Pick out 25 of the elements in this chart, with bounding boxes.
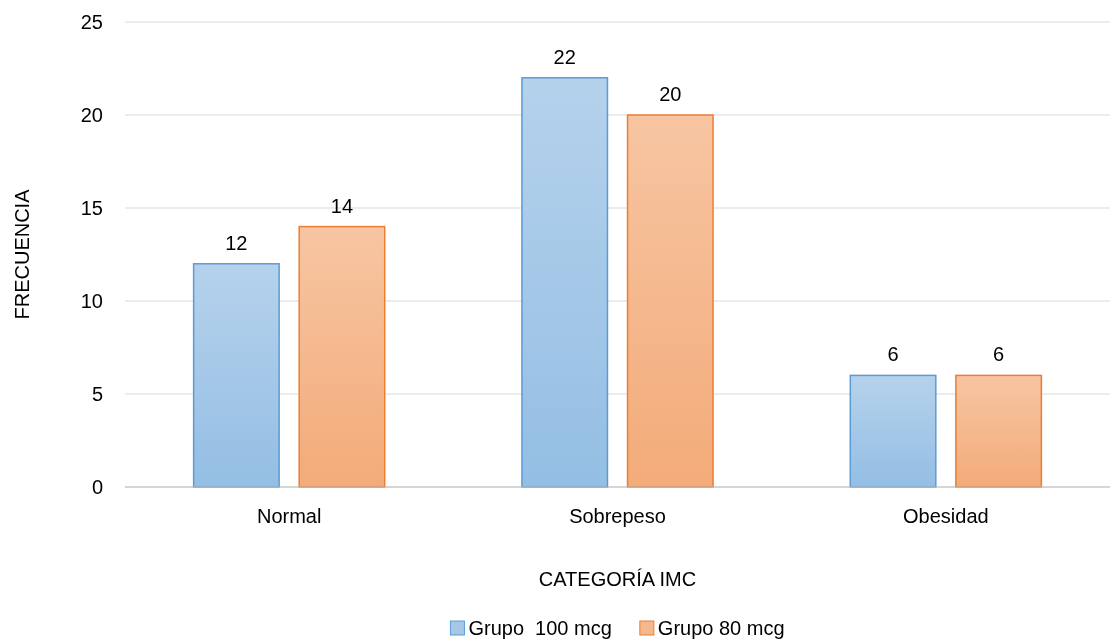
bar: [849, 374, 937, 488]
x-tick-label: Normal: [256, 505, 322, 528]
bar: [521, 77, 609, 488]
x-axis-title: CATEGORÍA IMC: [538, 568, 697, 590]
bar: [626, 114, 714, 488]
x-tick-label: Sobrepeso: [569, 505, 666, 528]
data-label: 12: [225, 231, 248, 254]
y-tick-label: 25: [80, 10, 103, 33]
data-label: 22: [553, 45, 576, 68]
y-axis-title: FRECUENCIA: [11, 188, 33, 320]
data-label: 6: [993, 343, 1005, 366]
data-label: 14: [330, 194, 354, 217]
data-label: 6: [887, 343, 899, 366]
bar: [955, 374, 1043, 488]
y-tick-label: 15: [80, 196, 103, 219]
legend-label: Grupo 100 mcg: [468, 617, 612, 639]
y-tick-label: 0: [91, 475, 103, 498]
x-tick-label: Obesidad: [903, 505, 989, 528]
y-tick-label: 10: [80, 289, 103, 312]
bar: [192, 263, 280, 488]
legend-label: Grupo 80 mcg: [657, 617, 785, 639]
y-tick-label: 20: [80, 103, 103, 126]
bar: [298, 225, 386, 488]
y-tick-label: 5: [91, 382, 103, 405]
data-label: 20: [659, 83, 682, 105]
